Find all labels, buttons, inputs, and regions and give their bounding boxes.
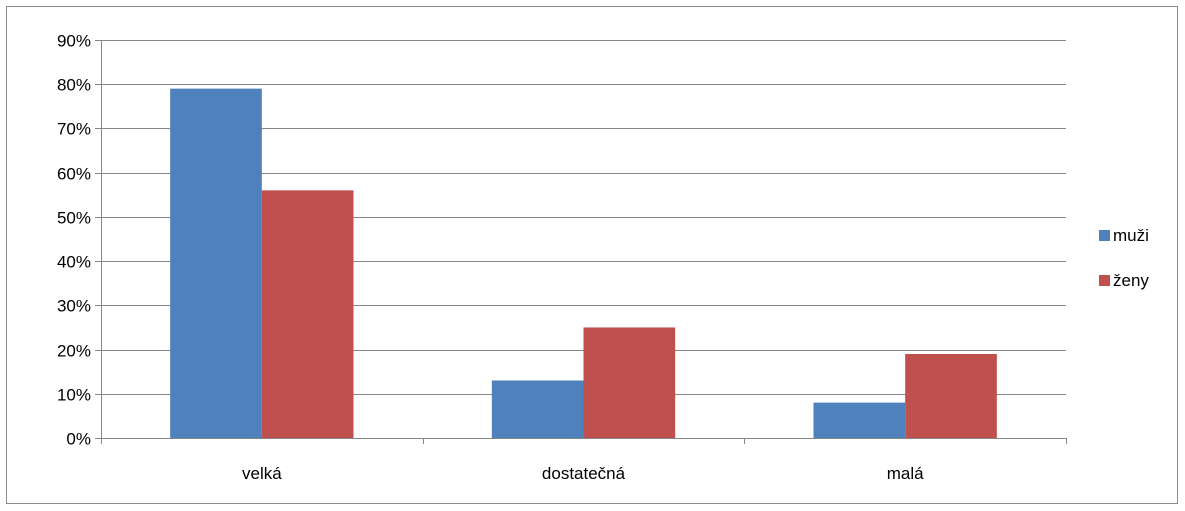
x-tick-labels: velká dostatečná malá xyxy=(242,464,924,483)
bar-muži-malá xyxy=(813,402,906,438)
y-tick-label: 50% xyxy=(57,209,91,228)
legend-swatch xyxy=(1099,275,1110,286)
y-tick-label: 90% xyxy=(57,32,91,51)
y-tick-labels: 0% 10% 20% 30% 40% 50% 60% 70% 80% 90% xyxy=(57,32,91,449)
y-tick-label: 60% xyxy=(57,165,91,184)
bar-ženy-malá xyxy=(905,353,997,438)
legend-label: muži xyxy=(1113,226,1149,245)
y-tick-label: 80% xyxy=(57,76,91,95)
y-tick-label: 20% xyxy=(57,342,91,361)
bar-ženy-velká xyxy=(261,190,354,438)
y-tick-label: 70% xyxy=(57,120,91,139)
y-tick-label: 40% xyxy=(57,253,91,272)
y-tick-label: 10% xyxy=(57,386,91,405)
legend-swatch xyxy=(1099,230,1110,241)
legend: muži ženy xyxy=(1099,226,1149,290)
legend-label: ženy xyxy=(1113,271,1149,290)
bar-muži-dostatečná xyxy=(491,380,584,438)
bar-chart: 0% 10% 20% 30% 40% 50% 60% 70% 80% 90% velká dosta… xyxy=(57,32,1149,484)
x-tick-label: dostatečná xyxy=(542,464,626,483)
bar-muži-velká xyxy=(170,88,262,439)
y-tick-label: 0% xyxy=(66,430,91,449)
x-tick-label: malá xyxy=(887,464,924,483)
axes xyxy=(95,40,1067,444)
bars xyxy=(170,88,997,439)
bar-ženy-dostatečná xyxy=(583,327,676,438)
y-tick-label: 30% xyxy=(57,297,91,316)
chart-frame: 0% 10% 20% 30% 40% 50% 60% 70% 80% 90% velká dosta… xyxy=(6,6,1178,504)
x-tick-label: velká xyxy=(242,464,282,483)
